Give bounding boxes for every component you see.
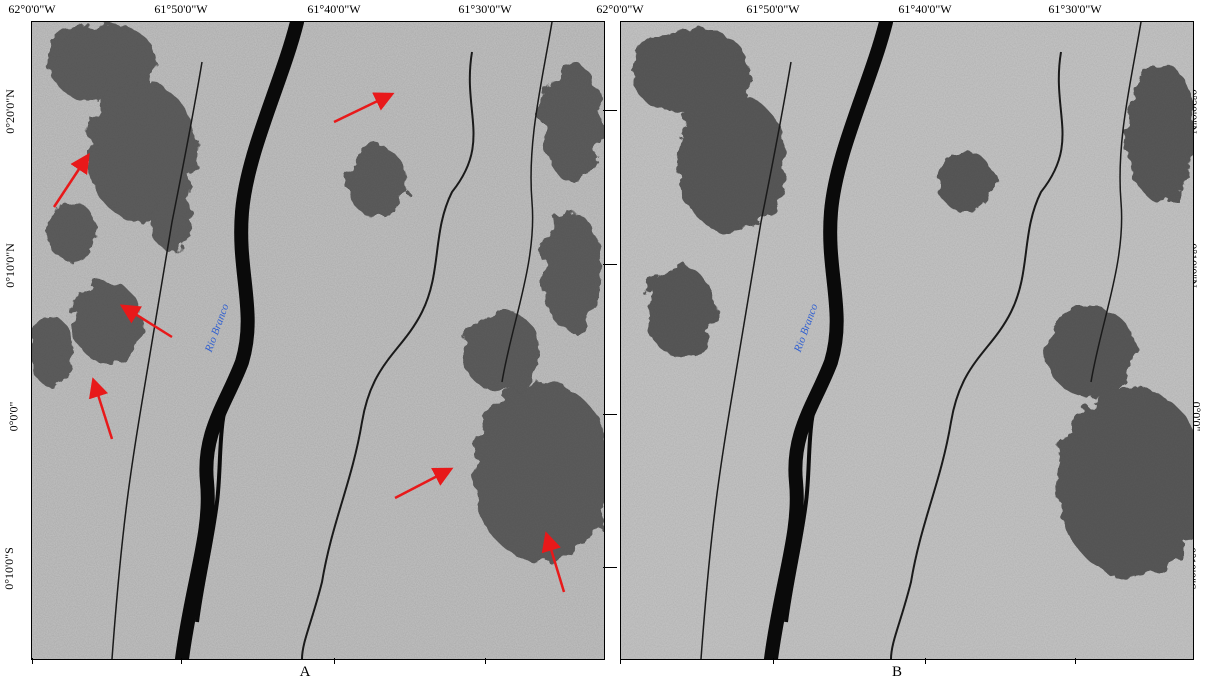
side-tick bbox=[603, 414, 617, 415]
sar-image-b bbox=[621, 22, 1193, 659]
lon-label-61-40w-right: 61°40'0"W bbox=[898, 2, 952, 16]
side-tick bbox=[603, 264, 617, 265]
lon-label-61-30w-left: 61°30'0"W bbox=[458, 2, 512, 16]
lon-label-61-40w-left: 61°40'0"W bbox=[307, 2, 361, 16]
bottom-tick bbox=[181, 658, 182, 664]
side-tick bbox=[603, 567, 617, 568]
arrows-group bbox=[52, 92, 566, 593]
lon-label-62w-right: 62°0'0"W bbox=[596, 2, 644, 16]
panel-label-b: B bbox=[891, 664, 903, 680]
bottom-tick bbox=[620, 658, 621, 664]
panel-label-a: A bbox=[299, 664, 311, 680]
lon-label-61-50w-left: 61°50'0"W bbox=[154, 2, 208, 16]
bottom-tick bbox=[32, 658, 33, 664]
lat-label-10n-left: 0°10'0"N bbox=[2, 243, 17, 288]
lon-label-62w-left: 62°0'0"W bbox=[8, 2, 56, 16]
lat-label-0-left: 0°0'0" bbox=[6, 401, 21, 432]
bottom-tick bbox=[1075, 658, 1076, 664]
bottom-tick bbox=[485, 658, 486, 664]
map-panel-b: Rio Branco bbox=[620, 21, 1194, 660]
sar-image-a bbox=[32, 22, 604, 659]
lat-label-20n-left: 0°20'0"N bbox=[2, 89, 17, 134]
bottom-tick bbox=[773, 658, 774, 664]
lat-label-10s-left: 0°10'0"S bbox=[1, 547, 16, 590]
lon-label-61-50w-right: 61°50'0"W bbox=[746, 2, 800, 16]
lon-label-61-30w-right: 61°30'0"W bbox=[1048, 2, 1102, 16]
bottom-tick bbox=[925, 658, 926, 664]
bottom-tick bbox=[334, 658, 335, 664]
map-panel-a: Rio Branco bbox=[31, 21, 605, 660]
side-tick bbox=[603, 110, 617, 111]
